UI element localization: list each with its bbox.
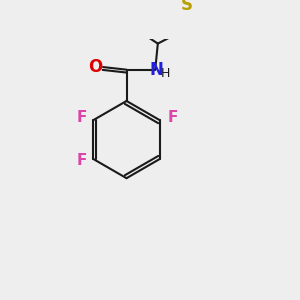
Text: N: N [150, 61, 164, 79]
Text: F: F [76, 153, 86, 168]
Text: O: O [88, 58, 102, 76]
Text: F: F [76, 110, 86, 125]
Text: S: S [181, 0, 193, 14]
Text: H: H [160, 67, 170, 80]
Text: F: F [167, 110, 178, 125]
